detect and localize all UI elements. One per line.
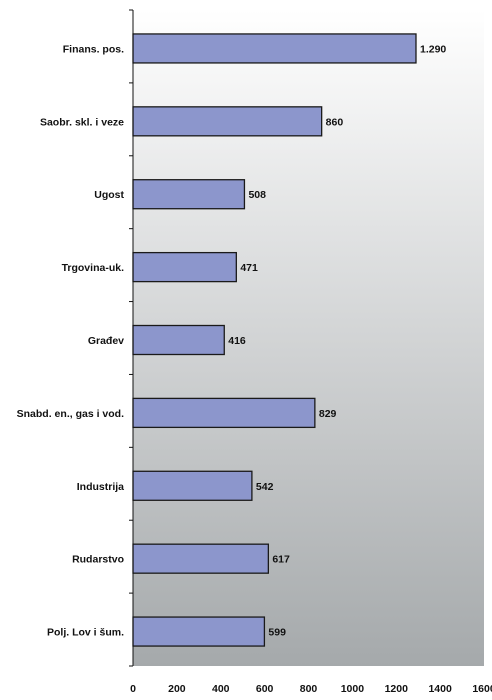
bar-7 <box>132 543 270 574</box>
value-label: 471 <box>240 262 258 274</box>
value-label: 829 <box>319 408 337 420</box>
x-tick-label: 1000 <box>341 683 365 695</box>
x-tick-label: 1200 <box>385 683 409 695</box>
category-label: Industrija <box>77 481 124 493</box>
category-label: Polj. Lov i šum. <box>47 627 124 639</box>
x-tick-label: 1400 <box>428 683 452 695</box>
bar-3 <box>132 251 237 283</box>
value-label: 542 <box>256 481 274 493</box>
x-tick-label: 400 <box>212 683 230 695</box>
x-tick-label: 800 <box>300 683 318 695</box>
value-label: 508 <box>248 189 266 201</box>
bar-8 <box>132 616 266 647</box>
x-tick-label: 600 <box>256 683 274 695</box>
category-label: Ugost <box>94 189 124 201</box>
value-label: 617 <box>272 554 290 566</box>
value-label: 416 <box>228 335 246 347</box>
category-label: Trgovina-uk. <box>62 262 125 274</box>
value-label: 860 <box>326 116 344 128</box>
bar-5 <box>132 397 316 429</box>
bar-1 <box>132 106 323 137</box>
category-label: Građev <box>88 335 124 347</box>
category-label: Rudarstvo <box>72 554 124 566</box>
category-label: Saobr. skl. i veze <box>40 116 124 128</box>
axes: 0 200 400 600 800 1000 1200 1400 1600 <box>129 9 492 695</box>
labels: Finans. pos. 1.290 Saobr. skl. i veze 860 Ug… <box>17 43 447 638</box>
x-tick-label: 1600 <box>472 683 492 695</box>
bar-2 <box>132 179 246 210</box>
bar-6 <box>132 470 253 501</box>
value-label: 1.290 <box>420 43 446 55</box>
category-label: Snabd. en., gas i vod. <box>17 408 124 420</box>
x-tick-label: 0 <box>130 683 136 695</box>
bar-4 <box>132 324 225 356</box>
x-tick-label: 200 <box>168 683 186 695</box>
category-label: Finans. pos. <box>63 43 124 55</box>
bar-0 <box>132 33 417 64</box>
bars <box>132 33 417 647</box>
value-label: 599 <box>268 627 286 639</box>
